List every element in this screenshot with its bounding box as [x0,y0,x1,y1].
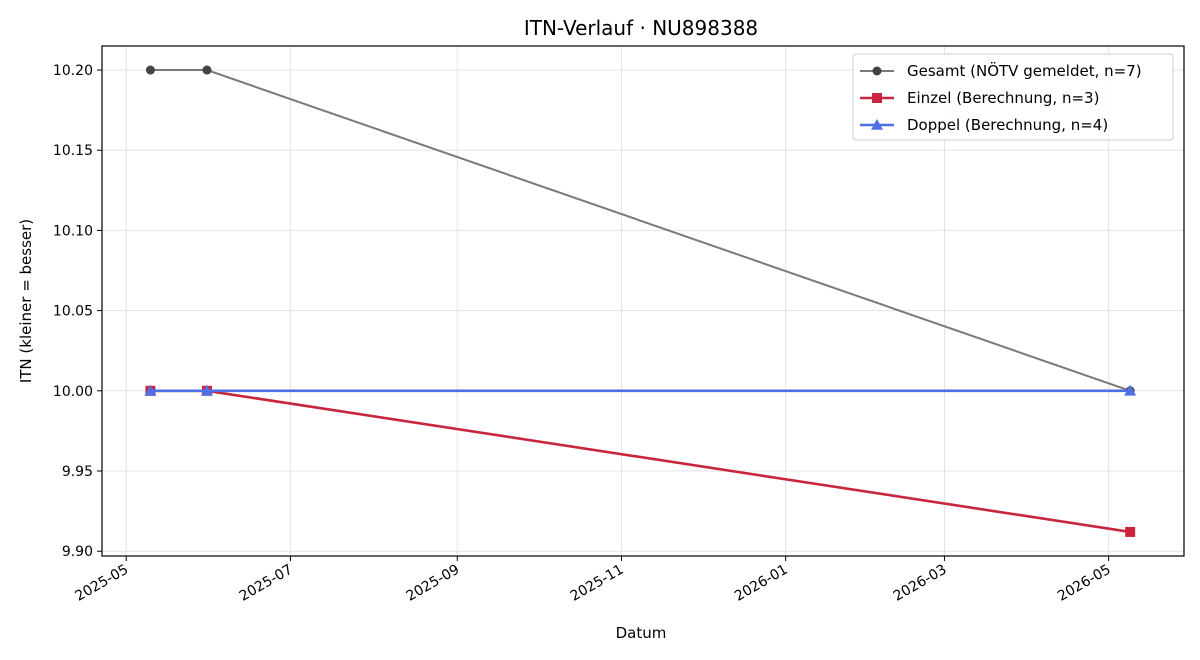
legend-label: Gesamt (NÖTV gemeldet, n=7) [907,61,1142,80]
data-point [144,384,157,396]
y-axis-ticks: 10.20 10.15 10.10 10.05 10.00 9.95 9.90 [53,63,102,560]
data-point [145,65,155,75]
data-point [872,93,882,103]
y-tick-label: 10.05 [53,304,93,320]
legend-label: Doppel (Berechnung, n=4) [907,116,1108,134]
series-triangle [144,384,1137,396]
data-point [1124,384,1137,396]
y-tick-label: 9.95 [62,464,93,480]
y-tick-label: 10.10 [53,223,93,239]
grid [102,46,1184,556]
y-tick-label: 10.20 [53,63,93,79]
data-point [871,119,883,130]
data-point [202,65,212,75]
series-group [144,65,1137,537]
legend-item: Gesamt (NÖTV gemeldet, n=7) [860,61,1142,80]
y-axis-label: ITN (kleiner = besser) [17,219,35,383]
data-point [872,66,882,76]
legend-box [852,53,1174,141]
legend-item: Einzel (Berechnung, n=3) [860,89,1099,107]
data-point [200,384,213,396]
plot-frame [101,45,1185,557]
legend-item: Doppel (Berechnung, n=4) [860,116,1108,134]
data-point [1125,526,1136,537]
y-tick-label: 10.00 [53,384,93,400]
legend: Gesamt (NÖTV gemeldet, n=7) Einzel (Berec… [852,53,1174,141]
legend-label: Einzel (Berechnung, n=3) [907,89,1099,107]
chart-title: ITN-Verlauf · NU898388 [524,16,758,40]
y-tick-label: 9.90 [62,544,93,560]
x-axis-label: Datum [616,624,667,642]
y-tick-label: 10.15 [53,143,93,159]
